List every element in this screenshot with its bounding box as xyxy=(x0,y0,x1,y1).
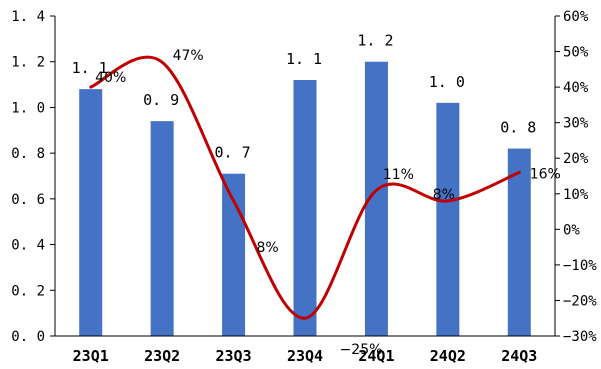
x-tick-label: 24Q3 xyxy=(501,347,537,365)
y-right-tick-label: 40% xyxy=(563,80,589,96)
y-left-tick-label: 0. 0 xyxy=(11,329,45,345)
growth-value-label: 11% xyxy=(383,167,414,183)
y-right-tick-label: 30% xyxy=(563,116,589,132)
bar-value-label: 1. 2 xyxy=(357,32,393,50)
growth-line-series xyxy=(89,55,521,320)
growth-value-label: 8% xyxy=(256,240,278,256)
y-right-tick-label: 20% xyxy=(563,151,589,167)
y-left-tick-label: 0. 4 xyxy=(11,238,45,254)
bar-value-label: 1. 1 xyxy=(72,59,108,77)
bar-value-label: 0. 8 xyxy=(500,119,536,137)
x-tick-label: 23Q3 xyxy=(216,347,252,365)
y-left-tick-label: 1. 4 xyxy=(11,9,45,25)
y-left-tick-label: 1. 0 xyxy=(11,100,45,116)
x-tick-label: 24Q1 xyxy=(358,347,394,365)
x-tick-label: 24Q2 xyxy=(430,347,466,365)
y-right-tick-label: 50% xyxy=(563,45,589,61)
axes: 0. 0 0. 2 0. 4 0. 6 0. 8 1. 0 1. 2 1. 4 −30% −20%… xyxy=(11,9,597,365)
bar-value-label: 0. 9 xyxy=(143,91,179,109)
y-left-tick-label: 0. 2 xyxy=(11,283,45,299)
growth-value-label: 16% xyxy=(530,166,561,182)
y-right-tick-label: −10% xyxy=(563,258,597,274)
bar-23Q4 xyxy=(293,80,317,336)
bar-series xyxy=(79,61,531,337)
x-tick-label: 23Q1 xyxy=(73,347,109,365)
y-right-tick-label: 10% xyxy=(563,187,589,203)
y-left-tick-label: 0. 6 xyxy=(11,192,45,208)
bar-value-label: 0. 7 xyxy=(215,144,251,162)
x-tick-label: 23Q2 xyxy=(144,347,180,365)
y-right-tick-label: −20% xyxy=(563,293,597,309)
growth-value-label: −25% xyxy=(340,342,383,358)
y-right-tick-label: 0% xyxy=(563,222,580,238)
data-labels: 1. 1 0. 9 0. 7 1. 1 1. 2 1. 0 0. 8 40% 47% 8% −25%… xyxy=(72,32,561,359)
bar-value-label: 1. 0 xyxy=(429,73,465,91)
y-left-tick-label: 0. 8 xyxy=(11,146,45,162)
bar-value-label: 1. 1 xyxy=(286,50,322,68)
bar-24Q3 xyxy=(507,148,531,336)
y-left-tick-label: 1. 2 xyxy=(11,55,45,71)
growth-value-label: 47% xyxy=(173,48,204,64)
bar-24Q2 xyxy=(436,102,460,336)
y-right-tick-label: 60% xyxy=(563,9,589,25)
x-tick-label: 23Q4 xyxy=(287,347,323,365)
y-right-tick-label: −30% xyxy=(563,329,597,345)
growth-line xyxy=(89,55,521,320)
bar-23Q2 xyxy=(150,121,174,337)
growth-value-label: 8% xyxy=(433,187,455,203)
growth-value-label: 40% xyxy=(95,70,126,86)
bar-23Q1 xyxy=(79,89,103,337)
bar-24Q1 xyxy=(364,61,388,336)
